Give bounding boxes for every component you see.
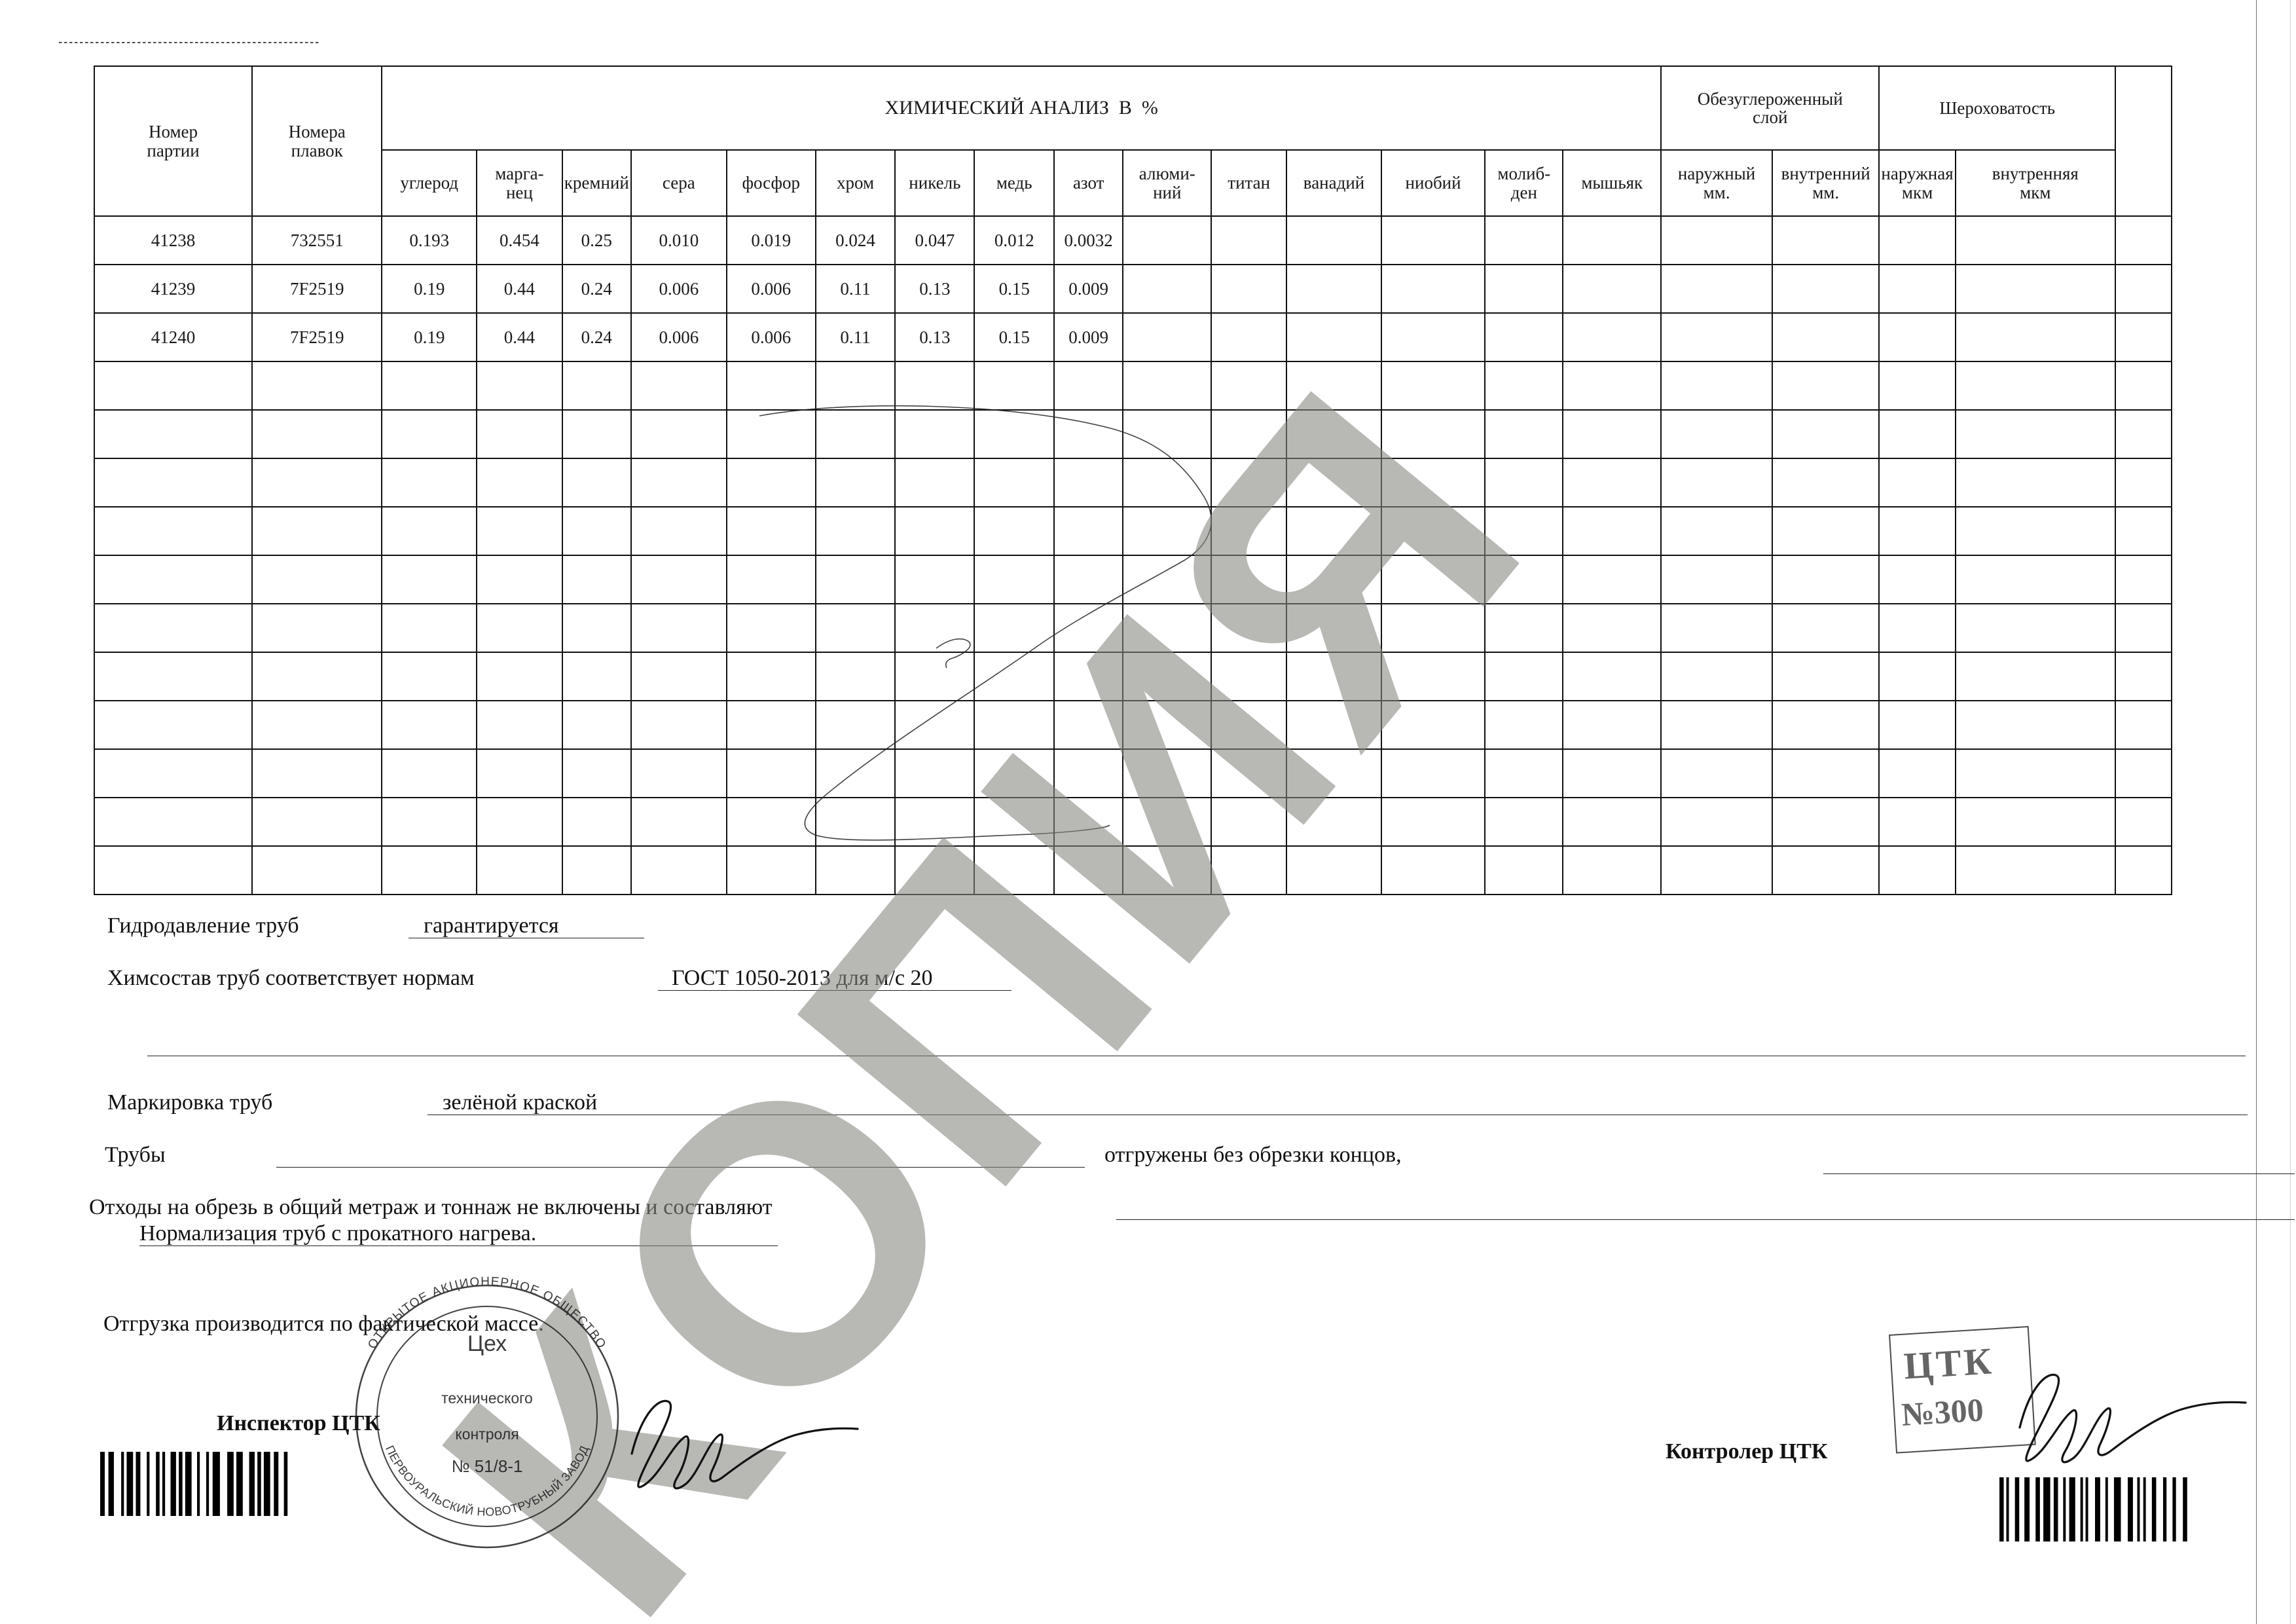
svg-text:Цех: Цех — [467, 1331, 507, 1356]
svg-text:№ 51/8-1: № 51/8-1 — [452, 1456, 523, 1476]
svg-text:ПЕРВОУРАЛЬСКИЙ НОВОТРУБНЫЙ ЗАВ: ПЕРВОУРАЛЬСКИЙ НОВОТРУБНЫЙ ЗАВОД — [383, 1443, 591, 1519]
svg-text:технического: технического — [441, 1390, 533, 1407]
svg-text:контроля: контроля — [455, 1426, 519, 1443]
